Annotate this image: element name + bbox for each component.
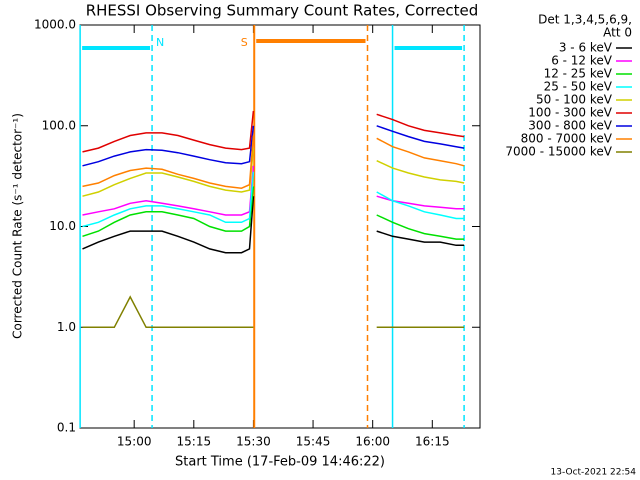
legend-label: 50 - 100 keV	[536, 93, 613, 107]
series-line	[82, 171, 465, 228]
x-tick-label: 15:30	[236, 435, 271, 449]
legend-label: 300 - 800 keV	[528, 119, 612, 133]
legend-label: 3 - 6 keV	[559, 41, 613, 55]
legend-label: 800 - 7000 keV	[521, 132, 613, 146]
y-tick-label: 0.1	[57, 421, 76, 435]
x-tick-label: 15:00	[117, 435, 152, 449]
y-tick-label: 100.0	[42, 118, 76, 132]
legend-label: 12 - 25 keV	[544, 67, 613, 81]
x-tick-label: 15:15	[177, 435, 212, 449]
chart-title: RHESSI Observing Summary Count Rates, Co…	[86, 2, 479, 20]
y-axis-label: Corrected Count Rate (s⁻¹ detector⁻¹)	[11, 113, 25, 339]
series-line	[82, 135, 465, 189]
series-line	[82, 110, 465, 153]
series-line	[82, 295, 465, 329]
x-tick-label: 15:45	[296, 435, 331, 449]
legend-label: 6 - 12 keV	[551, 54, 613, 68]
region-label: S	[241, 36, 248, 49]
x-tick-label: 16:00	[355, 435, 390, 449]
region-label: N	[156, 36, 164, 49]
y-tick-label: 1000.0	[34, 18, 76, 32]
y-tick-label: 1.0	[57, 320, 76, 334]
legend-label: 25 - 50 keV	[544, 80, 613, 94]
series-line	[82, 196, 465, 254]
y-tick-label: 10.0	[49, 219, 76, 233]
series-line	[82, 186, 465, 240]
legend-header: Att 0	[603, 26, 632, 40]
legend-header: Det 1,3,4,5,6,9,	[538, 13, 632, 27]
x-tick-label: 16:15	[415, 435, 450, 449]
series-line	[82, 125, 465, 167]
legend-label: 7000 - 15000 keV	[505, 145, 612, 159]
x-axis-label: Start Time (17-Feb-09 14:46:22)	[175, 455, 385, 470]
series-line	[82, 148, 465, 197]
legend-label: 100 - 300 keV	[528, 106, 612, 120]
footer: 13-Oct-2021 22:54	[551, 468, 637, 478]
